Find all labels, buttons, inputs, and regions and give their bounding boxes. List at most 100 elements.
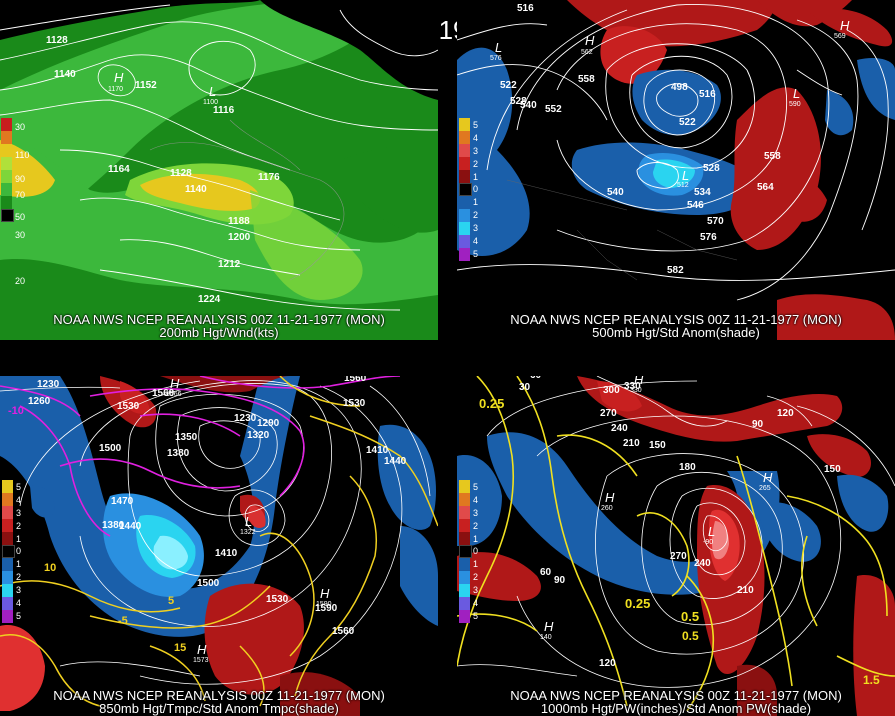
panel-source: NOAA NWS NCEP REANALYSIS 00Z 11-21-1977 … <box>510 688 842 703</box>
contour-label: 1320 <box>247 430 270 441</box>
contour-label: 1530 <box>343 398 366 409</box>
contour-label: 1152 <box>135 80 157 91</box>
legend-label: 5 <box>16 482 22 492</box>
temp-label: -10 <box>8 405 24 417</box>
contour-label: 1164 <box>108 164 130 175</box>
contour-label: 1350 <box>175 432 198 443</box>
panel-source: NOAA NWS NCEP REANALYSIS 00Z 11-21-1977 … <box>53 688 385 703</box>
legend-label: 30 <box>15 122 26 132</box>
panel-subtitle: 500mb Hgt/Std Anom(shade) <box>592 325 760 340</box>
contour-label: 300 <box>603 385 620 396</box>
high-marker: H <box>605 490 615 505</box>
anom-legend: 5 4 3 2 1 0 1 2 3 4 5 <box>459 118 478 261</box>
temp-label: -5 <box>118 615 128 627</box>
legend-label: 70 <box>15 190 26 200</box>
contour-label: 540 <box>520 100 537 111</box>
temp-label: 5 <box>168 595 174 607</box>
high-value: 260 <box>601 505 613 512</box>
contour-label: 1128 <box>170 168 192 179</box>
contour-label: 1116 <box>213 105 235 116</box>
contour-label: 240 <box>611 423 628 434</box>
legend-label: 3 <box>473 146 479 156</box>
legend-label: 3 <box>16 508 22 518</box>
low-value: 1100 <box>203 99 218 106</box>
contour-label: 1260 <box>28 396 51 407</box>
high-value: 330 <box>630 387 642 394</box>
legend-label: 90 <box>15 174 26 184</box>
low-value: 1322 <box>240 529 256 536</box>
legend-label: 5 <box>473 120 479 130</box>
anom-legend: 5 4 3 2 1 0 1 2 3 4 5 <box>459 480 478 623</box>
contour-label: 270 <box>600 408 617 419</box>
pw-label: 0.25 <box>479 396 504 411</box>
contour-label: 30 <box>519 382 531 393</box>
contour-label: 1230 <box>37 379 60 390</box>
legend-label: 3 <box>16 585 22 595</box>
contour-label: 522 <box>500 80 517 91</box>
low-value: 512 <box>677 182 689 189</box>
high-value: 569 <box>834 33 846 40</box>
legend-label: 110 <box>15 150 30 160</box>
map-850mb: 1230 1260 1530 1560 1500 1350 1380 1320 … <box>0 376 438 716</box>
contour-label: 60 <box>530 376 542 381</box>
contour-label: 516 <box>517 3 534 14</box>
panel-source: NOAA NWS NCEP REANALYSIS 00Z 11-21-1977 … <box>53 312 385 327</box>
contour-label: 498 <box>671 82 688 93</box>
panel-source: NOAA NWS NCEP REANALYSIS 00Z 11-21-1977 … <box>510 312 842 327</box>
high-marker: H <box>634 376 644 387</box>
legend-label: 4 <box>473 495 479 505</box>
pw-label: 0.5 <box>682 629 699 643</box>
pw-label: 0.5 <box>681 609 699 624</box>
legend-label: 4 <box>16 495 22 505</box>
low-value: -90 <box>703 539 713 546</box>
temp-label: 15 <box>174 642 186 654</box>
high-marker: H <box>585 33 595 48</box>
contour-label: 1440 <box>119 521 142 532</box>
contour-label: 1410 <box>215 548 238 559</box>
contour-label: 1560 <box>332 626 355 637</box>
contour-label: 150 <box>824 464 841 475</box>
contour-label: 546 <box>687 200 704 211</box>
pw-label: 0.25 <box>625 596 650 611</box>
contour-label: 576 <box>700 232 717 243</box>
legend-label: 2 <box>473 521 479 531</box>
legend-label: 4 <box>473 598 479 608</box>
low-marker: L <box>495 40 502 55</box>
contour-label: 120 <box>777 408 794 419</box>
legend-label: 0 <box>16 546 22 556</box>
contour-label: 1560 <box>152 388 175 399</box>
contour-label: 540 <box>607 187 624 198</box>
panel-200mb: 1128 1140 1152 1116 1164 1128 1140 1176 … <box>0 0 438 340</box>
low-value: 576 <box>490 55 502 62</box>
high-value: 1573 <box>193 657 209 664</box>
contour-label: 1128 <box>46 35 68 46</box>
contour-label: 1380 <box>167 448 190 459</box>
panel-subtitle: 1000mb Hgt/PW(inches)/Std Anom PW(shade) <box>540 701 812 716</box>
legend-label: 0 <box>473 184 479 194</box>
map-500mb: 516 522 528 540 552 558 498 516 522 528 … <box>457 0 895 340</box>
contour-label: 1530 <box>117 401 140 412</box>
contour-label: 270 <box>670 551 687 562</box>
legend-label: 1 <box>473 559 479 569</box>
contour-label: 528 <box>703 163 720 174</box>
contour-label: 120 <box>599 658 616 669</box>
high-marker: H <box>840 18 850 33</box>
contour-label: 1140 <box>185 184 207 195</box>
contour-label: 240 <box>694 558 711 569</box>
high-marker: H <box>763 470 773 485</box>
contour-label: 558 <box>578 74 595 85</box>
pw-label: 1.5 <box>863 673 880 687</box>
legend-label: 4 <box>473 236 479 246</box>
contour-label: 1176 <box>258 172 280 183</box>
high-value: 562 <box>581 49 593 56</box>
contour-label: 90 <box>554 575 566 586</box>
legend-label: 50 <box>15 212 26 222</box>
contour-label: 552 <box>545 104 562 115</box>
temp-label: 10 <box>44 562 56 574</box>
legend-label: 30 <box>15 230 26 240</box>
panel-subtitle: 200mb Hgt/Wnd(kts) <box>159 325 279 340</box>
legend-label: 1 <box>473 534 479 544</box>
contour-label: 528 <box>510 96 527 107</box>
low-marker: L <box>245 514 252 529</box>
contour-label: 564 <box>757 182 774 193</box>
